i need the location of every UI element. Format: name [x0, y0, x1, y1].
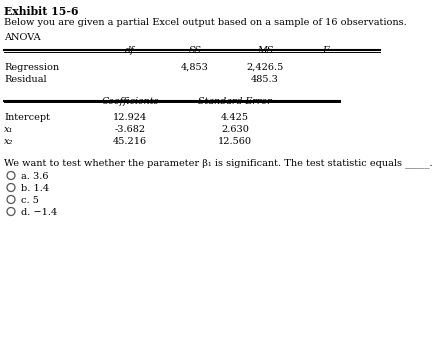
- Text: Regression: Regression: [4, 63, 59, 72]
- Text: -3.682: -3.682: [114, 125, 146, 134]
- Text: Below you are given a partial Excel output based on a sample of 16 observations.: Below you are given a partial Excel outp…: [4, 18, 407, 27]
- Text: 4.425: 4.425: [221, 113, 249, 122]
- Text: d. −1.4: d. −1.4: [21, 208, 57, 217]
- Text: b. 1.4: b. 1.4: [21, 184, 49, 193]
- Text: SS: SS: [189, 46, 202, 55]
- Text: Exhibit 15-6: Exhibit 15-6: [4, 6, 79, 17]
- Text: Standard Error: Standard Error: [198, 96, 272, 105]
- Text: Coefficients: Coefficients: [101, 96, 159, 105]
- Text: ANOVA: ANOVA: [4, 33, 41, 42]
- Text: 485.3: 485.3: [251, 74, 279, 84]
- Text: Residual: Residual: [4, 74, 46, 84]
- Text: We want to test whether the parameter β₁ is significant. The test statistic equa: We want to test whether the parameter β₁…: [4, 158, 433, 168]
- Text: x₂: x₂: [4, 137, 13, 146]
- Text: 2,426.5: 2,426.5: [246, 63, 284, 72]
- Text: 12.560: 12.560: [218, 137, 252, 146]
- Text: df: df: [125, 46, 135, 55]
- Text: a. 3.6: a. 3.6: [21, 172, 49, 181]
- Text: MS: MS: [257, 46, 273, 55]
- Text: 12.924: 12.924: [113, 113, 147, 122]
- Text: 45.216: 45.216: [113, 137, 147, 146]
- Text: 2.630: 2.630: [221, 125, 249, 134]
- Text: c. 5: c. 5: [21, 196, 39, 205]
- Text: Intercept: Intercept: [4, 113, 50, 122]
- Text: 4,853: 4,853: [181, 63, 209, 72]
- Text: F: F: [322, 46, 328, 55]
- Text: x₁: x₁: [4, 125, 13, 134]
